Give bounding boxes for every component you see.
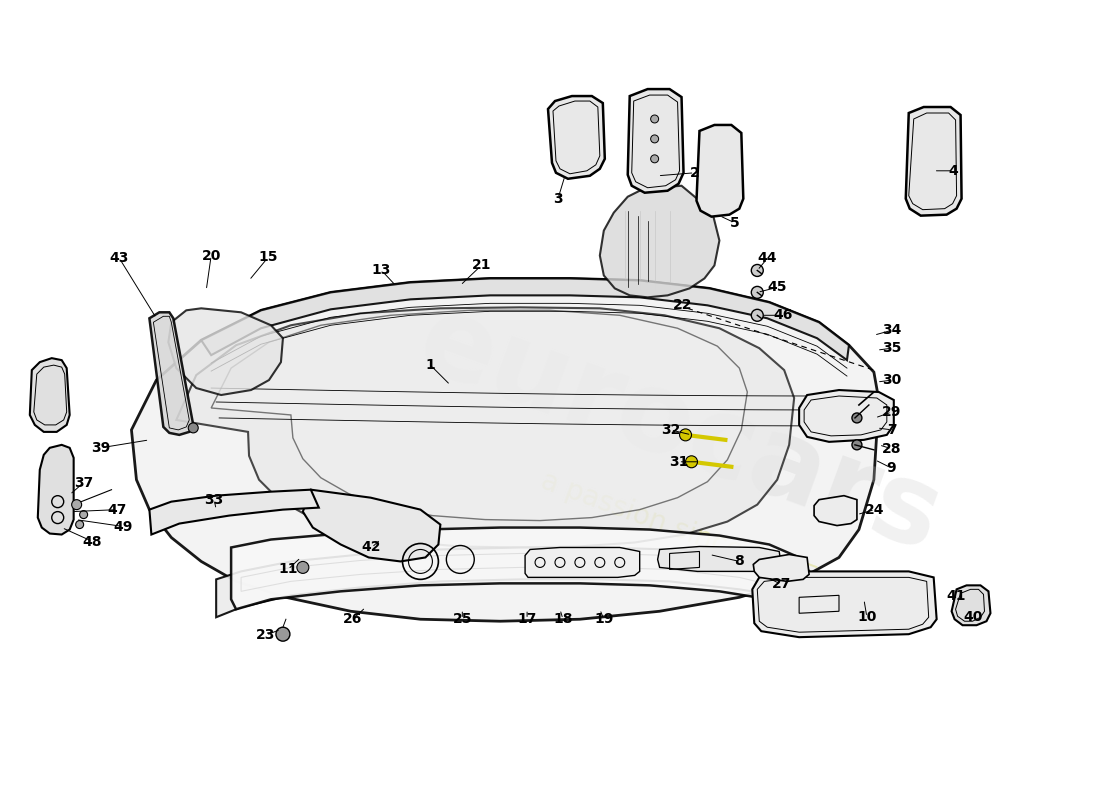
Polygon shape bbox=[814, 496, 857, 526]
Polygon shape bbox=[600, 186, 719, 298]
Circle shape bbox=[188, 423, 198, 433]
Polygon shape bbox=[799, 390, 894, 442]
Text: 3: 3 bbox=[553, 192, 563, 206]
Polygon shape bbox=[30, 358, 69, 432]
Circle shape bbox=[650, 155, 659, 163]
Text: 44: 44 bbox=[758, 251, 777, 266]
Polygon shape bbox=[132, 278, 879, 622]
Polygon shape bbox=[302, 490, 440, 562]
Polygon shape bbox=[658, 546, 781, 571]
Text: 9: 9 bbox=[886, 461, 895, 474]
Polygon shape bbox=[696, 125, 744, 217]
Text: 30: 30 bbox=[882, 373, 901, 387]
Polygon shape bbox=[150, 312, 194, 435]
Circle shape bbox=[650, 115, 659, 123]
Circle shape bbox=[851, 413, 862, 423]
Text: 47: 47 bbox=[108, 502, 128, 517]
Text: 17: 17 bbox=[517, 612, 537, 626]
Polygon shape bbox=[176, 307, 794, 547]
Text: 21: 21 bbox=[472, 258, 491, 273]
Text: 11: 11 bbox=[278, 562, 298, 577]
Text: 10: 10 bbox=[857, 610, 877, 624]
Text: 40: 40 bbox=[964, 610, 983, 624]
Text: 4: 4 bbox=[948, 164, 958, 178]
Polygon shape bbox=[168, 308, 283, 395]
Text: 31: 31 bbox=[669, 454, 689, 469]
Polygon shape bbox=[548, 96, 605, 178]
Text: 27: 27 bbox=[771, 578, 791, 591]
Polygon shape bbox=[150, 490, 319, 534]
Text: 5: 5 bbox=[729, 216, 739, 230]
Text: 2: 2 bbox=[690, 166, 700, 180]
Text: 49: 49 bbox=[113, 519, 133, 534]
Text: 46: 46 bbox=[773, 308, 793, 322]
Circle shape bbox=[680, 429, 692, 441]
Text: 26: 26 bbox=[343, 612, 362, 626]
Text: 45: 45 bbox=[768, 280, 786, 294]
Polygon shape bbox=[37, 445, 74, 534]
Polygon shape bbox=[628, 89, 683, 193]
Polygon shape bbox=[231, 527, 810, 619]
Text: 29: 29 bbox=[882, 405, 902, 419]
Text: 18: 18 bbox=[553, 612, 573, 626]
Text: 24: 24 bbox=[865, 502, 884, 517]
Text: 22: 22 bbox=[673, 298, 692, 312]
Circle shape bbox=[751, 286, 763, 298]
Text: 20: 20 bbox=[201, 249, 221, 262]
Polygon shape bbox=[201, 278, 849, 360]
Polygon shape bbox=[905, 107, 961, 216]
Text: eurocars: eurocars bbox=[404, 286, 955, 574]
Text: 43: 43 bbox=[110, 251, 129, 266]
Text: 13: 13 bbox=[372, 263, 392, 278]
Polygon shape bbox=[752, 571, 937, 637]
Text: 28: 28 bbox=[882, 442, 902, 456]
Circle shape bbox=[297, 562, 309, 574]
Text: 7: 7 bbox=[887, 423, 896, 437]
Text: 23: 23 bbox=[256, 628, 276, 642]
Text: 19: 19 bbox=[594, 612, 614, 626]
Polygon shape bbox=[217, 547, 820, 618]
Text: a passion since 1985: a passion since 1985 bbox=[538, 466, 822, 593]
Text: 37: 37 bbox=[74, 476, 94, 490]
Text: 42: 42 bbox=[362, 541, 382, 554]
Text: 41: 41 bbox=[947, 590, 966, 603]
Circle shape bbox=[72, 500, 81, 510]
Circle shape bbox=[751, 310, 763, 322]
Circle shape bbox=[851, 440, 862, 450]
Text: 15: 15 bbox=[258, 250, 277, 265]
Text: 34: 34 bbox=[882, 323, 902, 338]
Circle shape bbox=[751, 265, 763, 277]
Polygon shape bbox=[525, 547, 640, 578]
Text: 25: 25 bbox=[452, 612, 472, 626]
Circle shape bbox=[650, 135, 659, 143]
Text: 32: 32 bbox=[661, 423, 680, 437]
Circle shape bbox=[79, 510, 88, 518]
Text: 8: 8 bbox=[735, 554, 745, 569]
Text: 48: 48 bbox=[82, 534, 102, 549]
Text: 35: 35 bbox=[882, 341, 902, 355]
Polygon shape bbox=[211, 310, 747, 521]
Polygon shape bbox=[952, 586, 990, 626]
Polygon shape bbox=[754, 554, 810, 582]
Circle shape bbox=[276, 627, 290, 641]
Circle shape bbox=[76, 521, 84, 529]
Text: 33: 33 bbox=[205, 493, 223, 506]
Text: 1: 1 bbox=[426, 358, 436, 372]
Text: 39: 39 bbox=[91, 441, 110, 455]
Circle shape bbox=[685, 456, 697, 468]
